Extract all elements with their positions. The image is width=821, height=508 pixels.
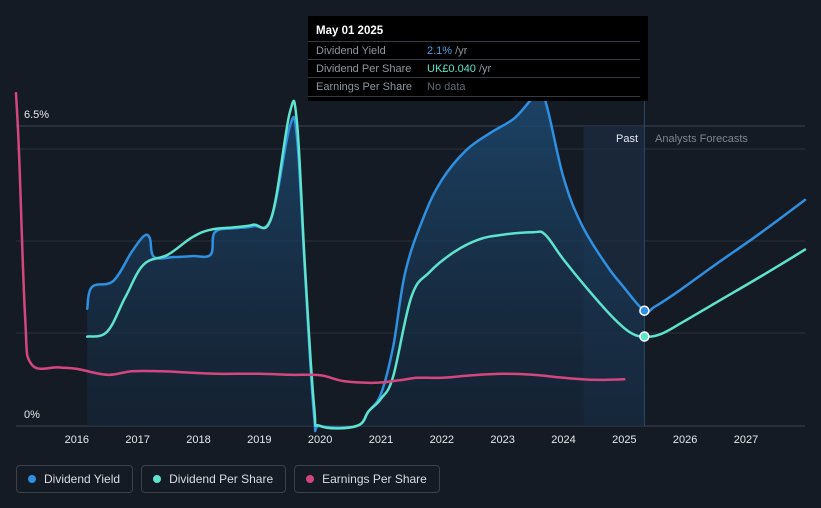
tooltip-label: Earnings Per Share xyxy=(316,81,412,93)
dividend-yield-marker xyxy=(639,305,650,316)
x-tick-label: 2027 xyxy=(734,434,758,446)
legend-item-earnings-per-share[interactable]: Earnings Per Share xyxy=(294,465,440,493)
legend-label: Earnings Per Share xyxy=(322,472,427,486)
tooltip-value: UK£0.040/yr xyxy=(427,63,492,75)
dividend-per-share-line xyxy=(85,99,807,430)
x-tick-label: 2019 xyxy=(247,434,271,446)
legend: Dividend Yield Dividend Per Share Earnin… xyxy=(16,465,440,493)
earnings-per-share-line xyxy=(14,91,626,385)
analysts-forecasts-label: Analysts Forecasts xyxy=(655,133,748,145)
dividend-yield-area xyxy=(87,91,645,432)
x-tick-label: 2018 xyxy=(186,434,210,446)
tooltip-label: Dividend Per Share xyxy=(316,63,412,75)
tooltip: May 01 2025 Dividend Yield 2.1%/yr Divid… xyxy=(308,16,648,101)
x-tick-label: 2025 xyxy=(612,434,636,446)
x-tick-label: 2023 xyxy=(490,434,514,446)
legend-item-dividend-yield[interactable]: Dividend Yield xyxy=(16,465,134,493)
x-tick-label: 2022 xyxy=(430,434,454,446)
tooltip-row-earnings-per-share: Earnings Per Share No data xyxy=(308,77,640,97)
tooltip-row-dividend-yield: Dividend Yield 2.1%/yr xyxy=(308,41,640,60)
legend-item-dividend-per-share[interactable]: Dividend Per Share xyxy=(141,465,287,493)
tooltip-value: 2.1%/yr xyxy=(427,45,468,57)
tooltip-row-dividend-per-share: Dividend Per Share UK£0.040/yr xyxy=(308,59,640,78)
y-axis-bottom-label: 0% xyxy=(24,409,40,421)
x-axis-ticks: 2016 2017 2018 2019 2020 2021 2022 2023 2024 2025… xyxy=(65,434,759,446)
dividend-per-share-marker xyxy=(639,331,650,342)
tooltip-date: May 01 2025 xyxy=(316,25,384,37)
x-tick-label: 2021 xyxy=(369,434,393,446)
x-tick-label: 2016 xyxy=(65,434,89,446)
legend-label: Dividend Yield xyxy=(44,472,121,486)
x-tick-label: 2020 xyxy=(308,434,332,446)
legend-dot-icon xyxy=(306,475,315,483)
x-tick-label: 2026 xyxy=(673,434,697,446)
legend-dot-icon xyxy=(153,475,162,483)
x-tick-label: 2024 xyxy=(551,434,575,446)
tooltip-value: No data xyxy=(427,81,466,93)
tooltip-label: Dividend Yield xyxy=(316,45,386,57)
legend-label: Dividend Per Share xyxy=(169,472,274,486)
y-axis-top-label: 6.5% xyxy=(24,109,49,121)
legend-dot-icon xyxy=(28,475,36,483)
x-tick-label: 2017 xyxy=(125,434,149,446)
past-label: Past xyxy=(616,133,638,145)
